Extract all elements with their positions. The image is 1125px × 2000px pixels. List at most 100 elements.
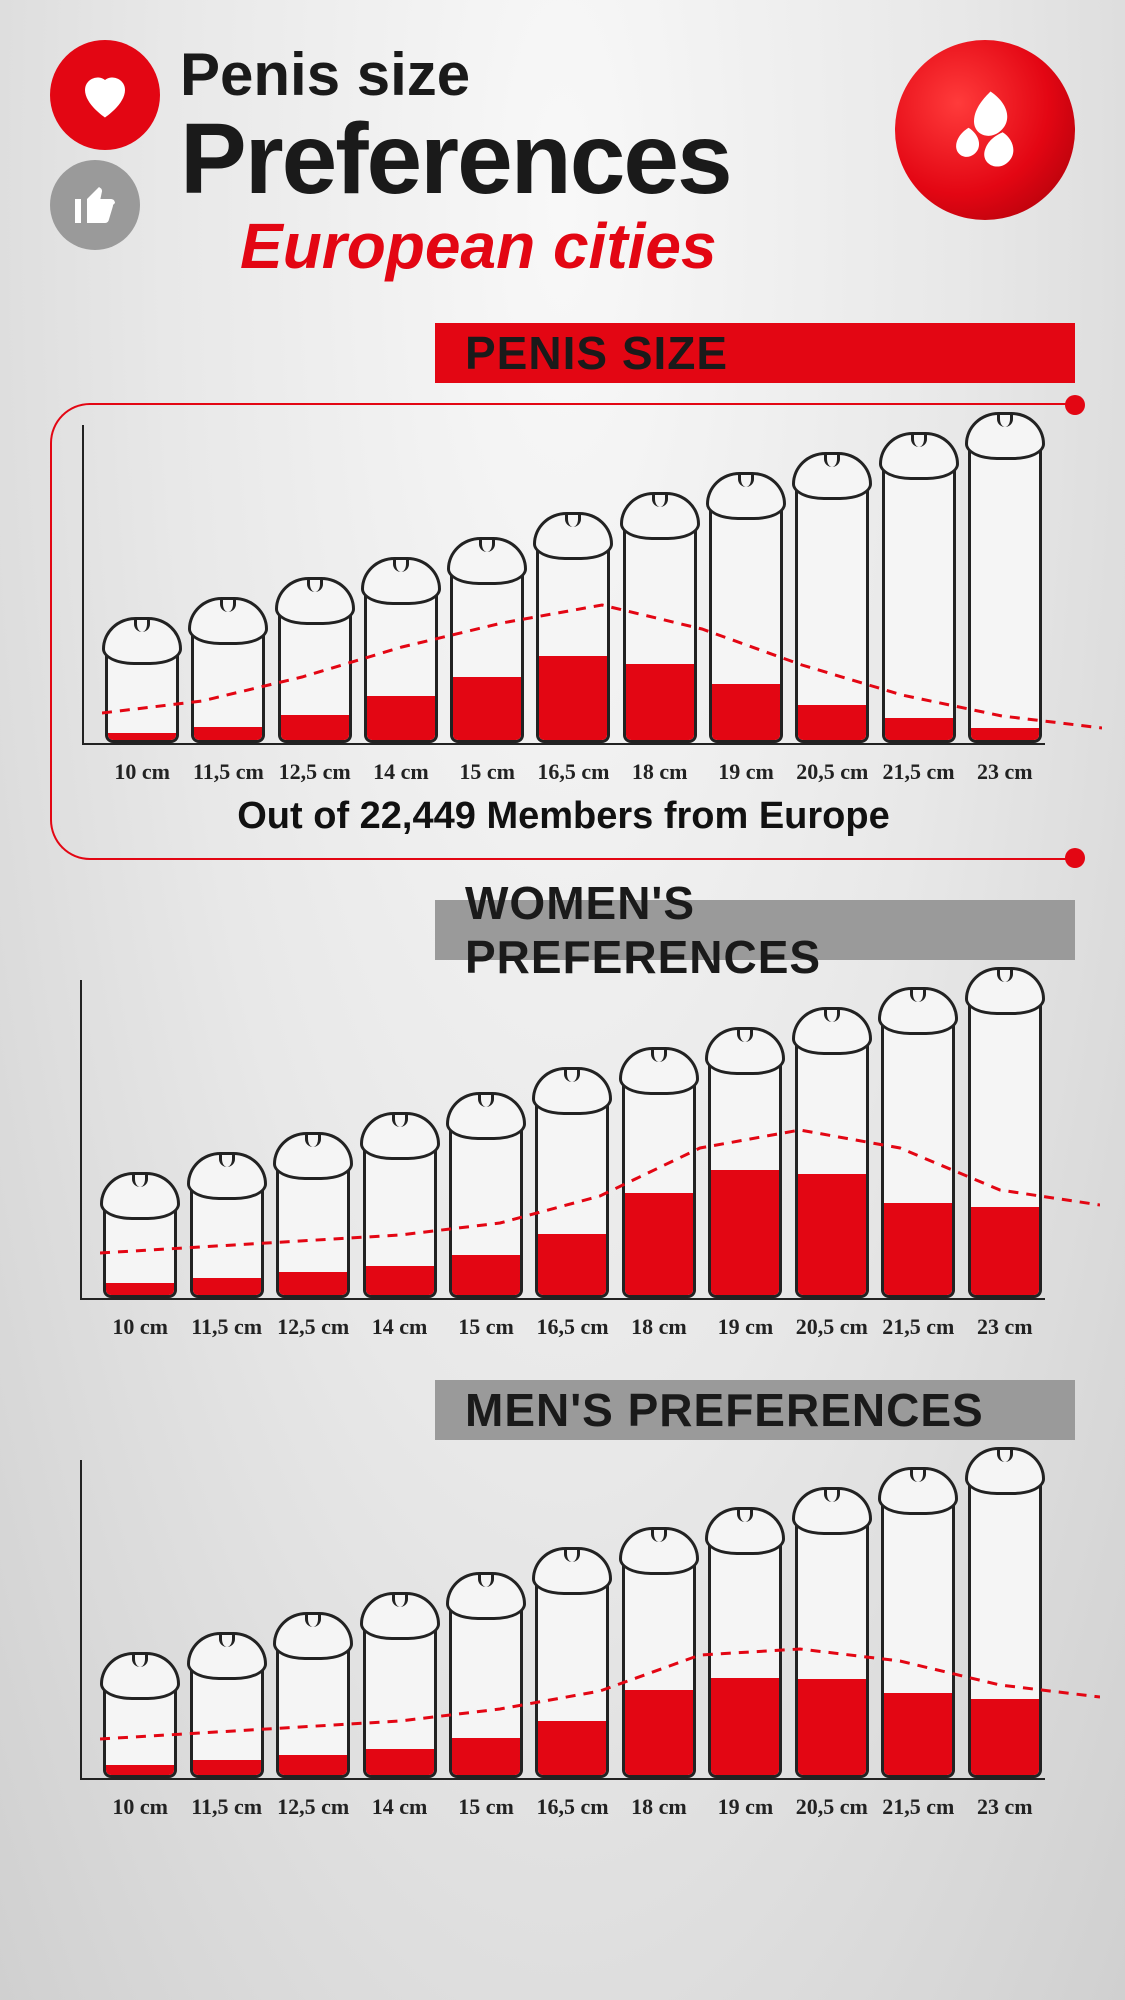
axis-x bbox=[80, 1298, 1045, 1300]
bar-shape bbox=[190, 1188, 264, 1298]
bar bbox=[186, 1188, 266, 1298]
x-label: 18 cm bbox=[619, 1794, 699, 1820]
bar-fill bbox=[279, 1272, 347, 1295]
bar bbox=[273, 1648, 353, 1778]
bar-shape bbox=[276, 1168, 350, 1298]
bar-fill bbox=[106, 1765, 174, 1775]
bar-fill bbox=[538, 1234, 606, 1295]
bar-head bbox=[275, 577, 355, 625]
x-label: 21,5 cm bbox=[878, 1794, 958, 1820]
bar-fill bbox=[539, 656, 607, 740]
bar-shape bbox=[622, 1563, 696, 1778]
bar-fill bbox=[453, 677, 521, 740]
title-line2: Preferences bbox=[180, 109, 875, 209]
bar bbox=[792, 1523, 872, 1778]
bar bbox=[188, 633, 268, 743]
bar-head bbox=[792, 1007, 872, 1055]
x-label: 16,5 cm bbox=[532, 1794, 612, 1820]
bar-fill bbox=[711, 1170, 779, 1295]
bar-shape bbox=[105, 653, 179, 743]
bar bbox=[619, 1083, 699, 1298]
bar-shape bbox=[708, 1543, 782, 1778]
bar-fill bbox=[281, 715, 349, 740]
x-label: 14 cm bbox=[361, 759, 441, 785]
x-label: 20,5 cm bbox=[792, 1314, 872, 1340]
bar-shape bbox=[708, 1063, 782, 1298]
bar-head bbox=[273, 1612, 353, 1660]
thumbs-up-icon bbox=[50, 160, 140, 250]
bar-shape bbox=[276, 1648, 350, 1778]
bar-head bbox=[705, 1507, 785, 1555]
x-label: 15 cm bbox=[446, 1794, 526, 1820]
bar-head bbox=[102, 617, 182, 665]
bars bbox=[100, 1478, 1045, 1778]
bar-fill bbox=[884, 1203, 952, 1295]
chart: 10 cm11,5 cm12,5 cm14 cm15 cm16,5 cm18 c… bbox=[80, 1460, 1045, 1820]
heart-icon bbox=[50, 40, 160, 150]
section: WOMEN'S PREFERENCES10 cm11,5 cm12,5 cm14… bbox=[50, 900, 1075, 1340]
bar-shape bbox=[449, 1608, 523, 1778]
bar-shape bbox=[103, 1688, 177, 1778]
bar-head bbox=[878, 1467, 958, 1515]
bar bbox=[619, 1563, 699, 1778]
chart-wrap: 10 cm11,5 cm12,5 cm14 cm15 cm16,5 cm18 c… bbox=[50, 980, 1075, 1340]
bar-head bbox=[706, 472, 786, 520]
x-label: 21,5 cm bbox=[878, 1314, 958, 1340]
bar-head bbox=[533, 512, 613, 560]
bar-head bbox=[965, 1447, 1045, 1495]
bar-shape bbox=[795, 488, 869, 743]
section: MEN'S PREFERENCES10 cm11,5 cm12,5 cm14 c… bbox=[50, 1380, 1075, 1820]
bar bbox=[361, 593, 441, 743]
splash-icon bbox=[895, 40, 1075, 220]
bar-fill bbox=[279, 1755, 347, 1775]
x-label: 10 cm bbox=[102, 759, 182, 785]
bar-fill bbox=[798, 1679, 866, 1775]
bar-head bbox=[446, 1572, 526, 1620]
page: Penis size Preferences European cities P… bbox=[0, 0, 1125, 2000]
bar bbox=[706, 508, 786, 743]
x-label: 19 cm bbox=[705, 1314, 785, 1340]
x-label: 18 cm bbox=[619, 1314, 699, 1340]
axis-x bbox=[82, 743, 1045, 745]
bar-fill bbox=[538, 1721, 606, 1775]
bar bbox=[275, 613, 355, 743]
bar-head bbox=[965, 412, 1045, 460]
bar-head bbox=[360, 1592, 440, 1640]
axis-y bbox=[80, 1460, 82, 1780]
bar bbox=[359, 1628, 439, 1778]
bar bbox=[620, 528, 700, 743]
bar-head bbox=[187, 1632, 267, 1680]
bar-fill bbox=[971, 1699, 1039, 1775]
bar-shape bbox=[795, 1043, 869, 1298]
x-label: 11,5 cm bbox=[188, 759, 268, 785]
bar bbox=[965, 448, 1045, 743]
bar bbox=[446, 1608, 526, 1778]
bar-shape bbox=[536, 548, 610, 743]
x-label: 11,5 cm bbox=[186, 1314, 266, 1340]
bar-fill bbox=[452, 1255, 520, 1295]
bar-head bbox=[187, 1152, 267, 1200]
bracket-dot-icon bbox=[1065, 848, 1085, 868]
bar-head bbox=[360, 1112, 440, 1160]
bar bbox=[102, 653, 182, 743]
x-label: 19 cm bbox=[705, 1794, 785, 1820]
bar bbox=[359, 1148, 439, 1298]
x-label: 14 cm bbox=[359, 1314, 439, 1340]
sections-container: PENIS SIZE10 cm11,5 cm12,5 cm14 cm15 cm1… bbox=[50, 323, 1075, 1820]
bar bbox=[533, 548, 613, 743]
bar-fill bbox=[625, 1690, 693, 1775]
bar-shape bbox=[364, 593, 438, 743]
bar-fill bbox=[366, 1749, 434, 1775]
bar-shape bbox=[623, 528, 697, 743]
bar-head bbox=[100, 1652, 180, 1700]
bar-shape bbox=[450, 573, 524, 743]
bar-head bbox=[879, 432, 959, 480]
bar-shape bbox=[363, 1628, 437, 1778]
bar bbox=[878, 468, 958, 743]
axis-y bbox=[82, 425, 84, 745]
x-label: 11,5 cm bbox=[186, 1794, 266, 1820]
bar bbox=[447, 573, 527, 743]
x-label: 20,5 cm bbox=[792, 1794, 872, 1820]
bar-head bbox=[361, 557, 441, 605]
x-label: 10 cm bbox=[100, 1314, 180, 1340]
